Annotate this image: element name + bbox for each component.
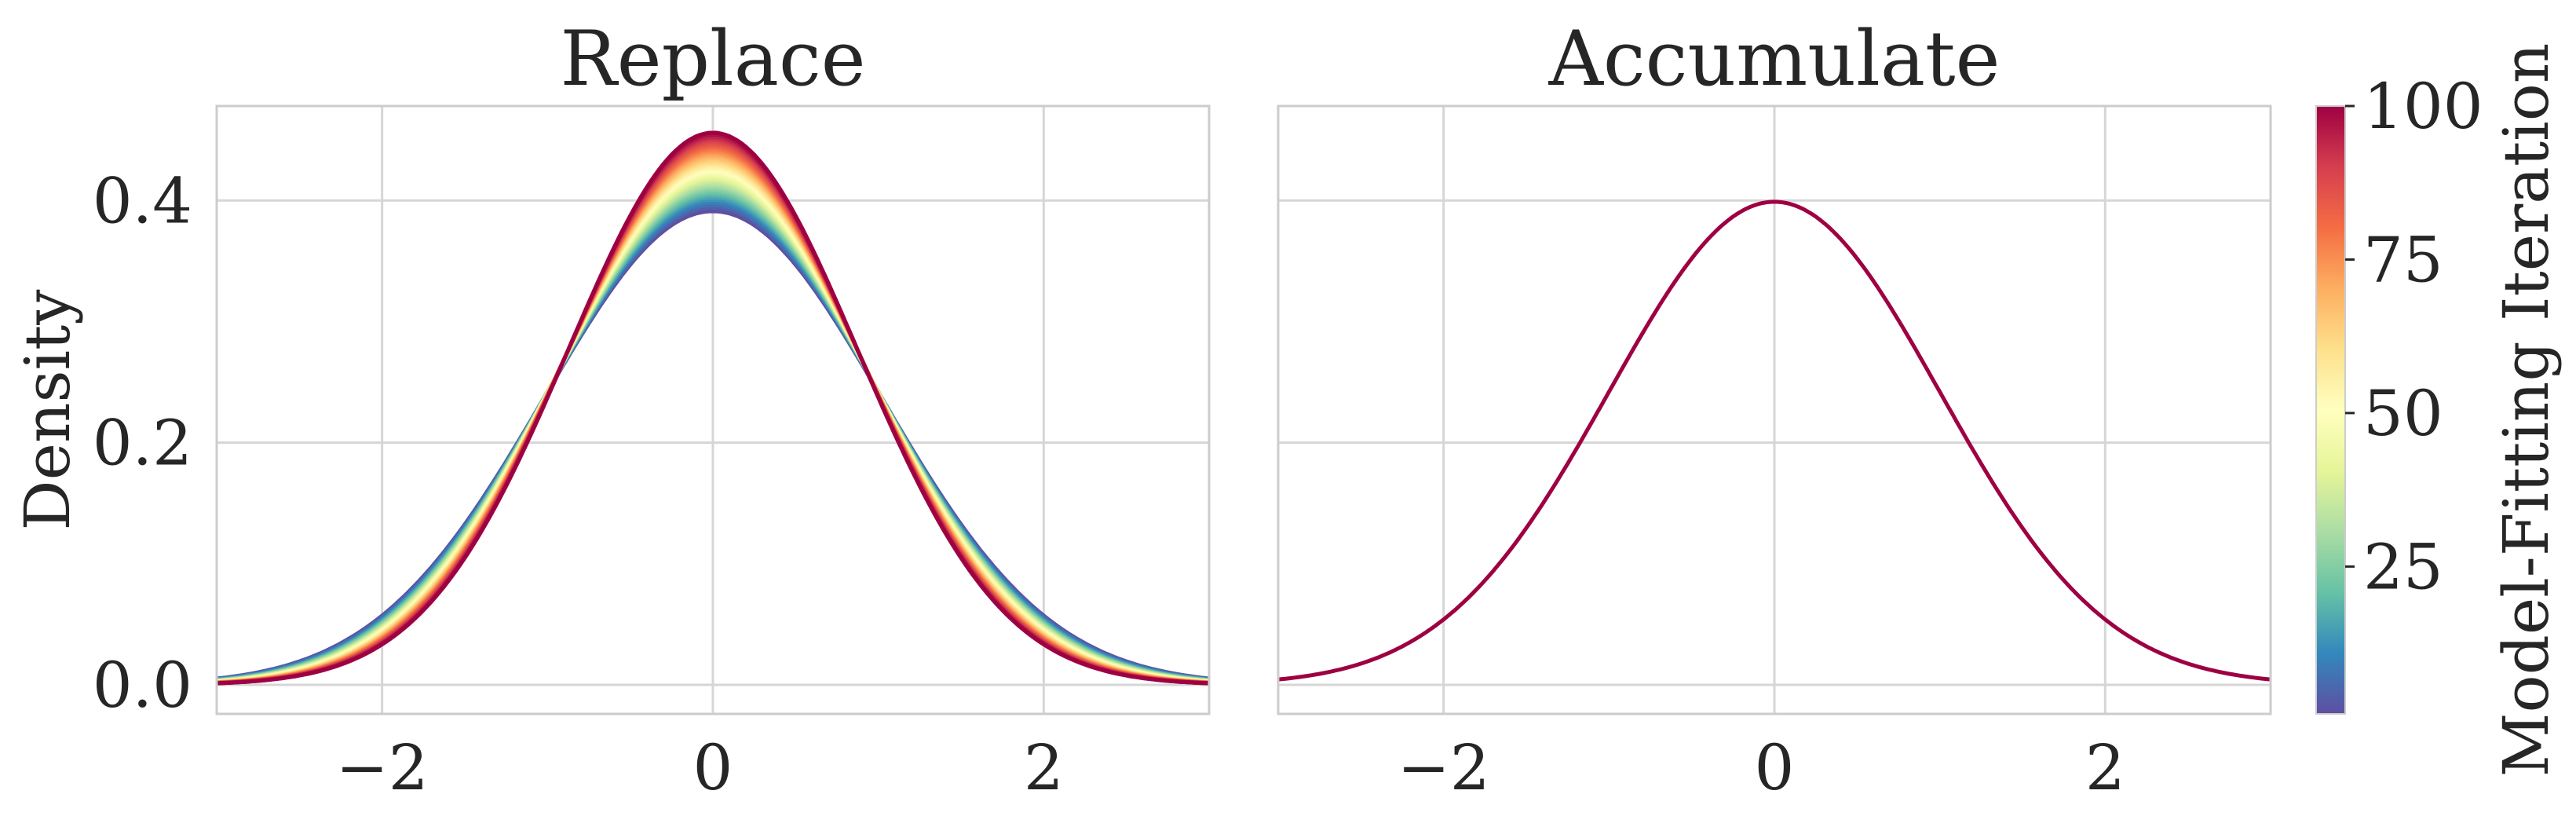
density-curve [1278, 199, 2271, 682]
left-yticks: 0.0 0.2 0.4 [93, 164, 192, 722]
colorbar-tick-label: 100 [2363, 70, 2483, 143]
colorbar-tick-label: 50 [2363, 377, 2443, 450]
colorbar-gradient [2315, 105, 2346, 715]
left-xticks: −2 0 2 [336, 731, 1064, 804]
panel-accumulate: Accumulate −2 0 2 [1277, 15, 2272, 804]
panel-replace: Replace Density −2 0 2 0.0 0.2 0.4 [11, 15, 1211, 804]
right-title: Accumulate [1548, 15, 2001, 103]
density-curve-final [217, 130, 1209, 686]
colorbar-label: Model-Fitting Iteration [2490, 43, 2563, 778]
x-tick-label: 2 [2085, 731, 2125, 804]
x-tick-label: −2 [1398, 731, 1490, 804]
x-tick-label: −2 [336, 731, 429, 804]
colorbar-ticks: 25 50 75 100 [2345, 70, 2483, 603]
y-tick-label: 0.2 [93, 407, 192, 480]
y-tick-label: 0.0 [93, 649, 192, 722]
y-tick-label: 0.4 [93, 164, 192, 237]
x-tick-label: 0 [1755, 731, 1795, 804]
left-title: Replace [560, 15, 865, 103]
left-curves [217, 130, 1209, 686]
colorbar: 25 50 75 100 Model-Fitting Iteration [2315, 43, 2563, 778]
colorbar-tick-label: 75 [2363, 223, 2443, 296]
right-curves [1278, 199, 2271, 682]
x-tick-label: 2 [1024, 731, 1064, 804]
right-grid [1278, 106, 2271, 714]
x-tick-label: 0 [693, 731, 733, 804]
left-ylabel: Density [11, 290, 84, 531]
right-frame [1277, 104, 2272, 715]
left-frame [215, 104, 1211, 715]
colorbar-tick-label: 25 [2363, 530, 2443, 603]
right-xticks: −2 0 2 [1398, 731, 2125, 804]
